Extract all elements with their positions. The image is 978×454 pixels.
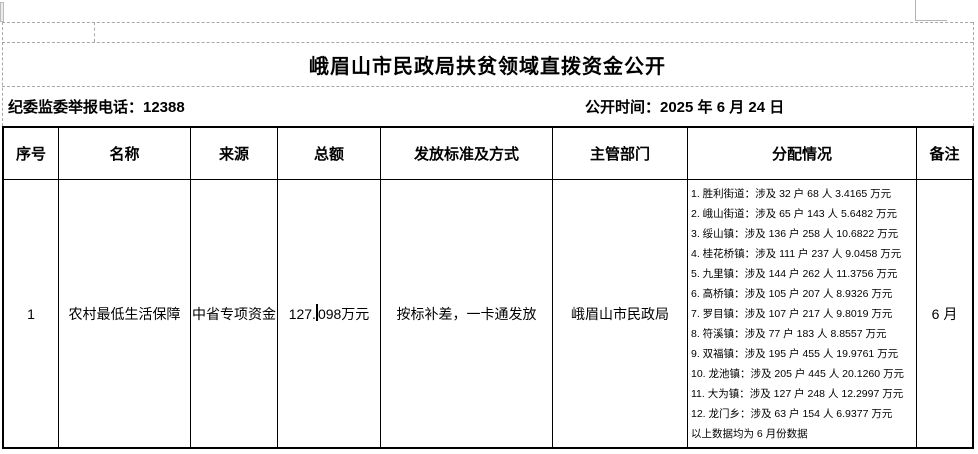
allocation-line: 3. 绥山镇：涉及 136 户 258 人 10.6822 万元 bbox=[691, 228, 899, 240]
allocation-line: 10. 龙池镇：涉及 205 户 445 人 20.1260 万元 bbox=[691, 368, 905, 380]
allocation-line: 2. 峨山街道：涉及 65 户 143 人 5.6482 万元 bbox=[691, 208, 897, 220]
cell-remark[interactable]: 6 月 bbox=[931, 305, 958, 322]
gridline bbox=[2, 22, 973, 23]
cell-name[interactable]: 农村最低生活保障 bbox=[59, 180, 191, 447]
total-after-caret: 098万元 bbox=[317, 305, 370, 322]
header-seq[interactable]: 序号 bbox=[4, 128, 59, 180]
publish-date-label: 公开时间：2025 年 6 月 24 日 bbox=[585, 98, 785, 116]
gridline bbox=[2, 42, 973, 43]
header-department[interactable]: 主管部门 bbox=[553, 128, 688, 180]
header-name[interactable]: 名称 bbox=[59, 128, 191, 180]
page-title: 峨眉山市民政局扶贫领域直拨资金公开 bbox=[309, 56, 666, 78]
gridline bbox=[94, 22, 95, 42]
text-cursor bbox=[315, 304, 318, 321]
allocation-line: 11. 大为镇：涉及 127 户 248 人 12.2997 万元 bbox=[691, 388, 904, 400]
allocation-line: 8. 符溪镇：涉及 77 户 183 人 8.8557 万元 bbox=[691, 328, 887, 340]
allocation-line: 9. 双福镇：涉及 195 户 455 人 19.9761 万元 bbox=[691, 348, 899, 360]
cell-source[interactable]: 中省专项资金 bbox=[191, 180, 278, 447]
allocation-line: 5. 九里镇：涉及 144 户 262 人 11.3756 万元 bbox=[691, 268, 898, 280]
allocation-line: 6. 高桥镇：涉及 105 户 207 人 8.9326 万元 bbox=[691, 288, 893, 300]
cell-border-fragment-vertical bbox=[915, 0, 916, 20]
scrollbar-fragment bbox=[0, 2, 4, 22]
total-before-caret: 127. bbox=[288, 305, 316, 322]
allocation-line: 7. 罗目镇：涉及 107 户 217 人 9.8019 万元 bbox=[691, 308, 893, 320]
cell-department[interactable]: 峨眉山市民政局 bbox=[553, 180, 688, 447]
header-source[interactable]: 来源 bbox=[191, 128, 278, 180]
hotline-label: 纪委监委举报电话：12388 bbox=[8, 98, 185, 116]
header-allocation[interactable]: 分配情况 bbox=[688, 128, 917, 180]
gridline bbox=[973, 22, 974, 126]
cell-standard[interactable]: 按标补差，一卡通发放 bbox=[381, 180, 553, 447]
allocation-line: 以上数据均为 6 月份数据 bbox=[691, 428, 808, 440]
gridline bbox=[2, 22, 3, 126]
cell-seq[interactable]: 1 bbox=[4, 180, 59, 447]
gridline bbox=[2, 86, 973, 87]
header-total[interactable]: 总额 bbox=[278, 128, 381, 180]
cell-allocation[interactable]: 1. 胜利街道：涉及 32 户 68 人 3.4165 万元 2. 峨山街道：涉… bbox=[688, 180, 917, 447]
cell-border-fragment-horizontal bbox=[915, 20, 947, 21]
header-remark[interactable]: 备注 bbox=[917, 128, 972, 180]
allocation-line: 12. 龙门乡：涉及 63 户 154 人 6.9377 万元 bbox=[691, 408, 893, 420]
allocation-line: 1. 胜利街道：涉及 32 户 68 人 3.4165 万元 bbox=[691, 188, 892, 200]
funds-table: 序号 名称 来源 总额 发放标准及方式 主管部门 分配情况 备注 1 农村最低生… bbox=[2, 126, 974, 449]
allocation-line: 4. 桂花桥镇：涉及 111 户 237 人 9.0458 万元 bbox=[691, 248, 902, 260]
info-row: 纪委监委举报电话：12388 公开时间：2025 年 6 月 24 日 bbox=[2, 86, 973, 126]
header-standard[interactable]: 发放标准及方式 bbox=[381, 128, 553, 180]
cell-total-editing[interactable]: 127. 098万元 bbox=[278, 180, 381, 447]
